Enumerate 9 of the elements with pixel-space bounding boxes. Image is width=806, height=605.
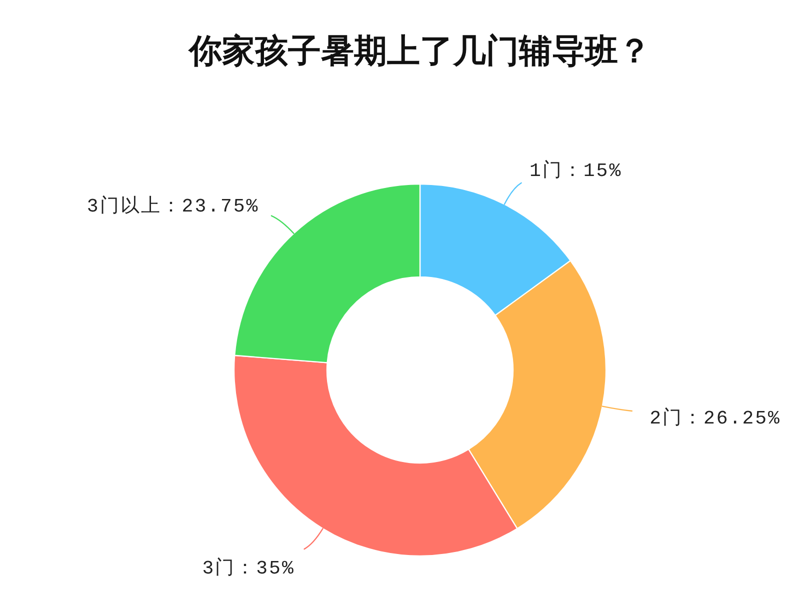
data-label: ：35% [236,557,295,580]
slice-label: 3门以上 [86,194,162,218]
slice-label: 2门 [650,406,684,430]
data-label: ：23.75% [161,196,260,218]
slice-label: 1门 [530,158,563,182]
data-label: ：26.25% [683,407,781,430]
data-label: ：15% [562,160,622,182]
chart-title: 你家孩子暑期上了几门辅导班？ [187,31,651,70]
slice-label: 3门 [202,556,236,580]
